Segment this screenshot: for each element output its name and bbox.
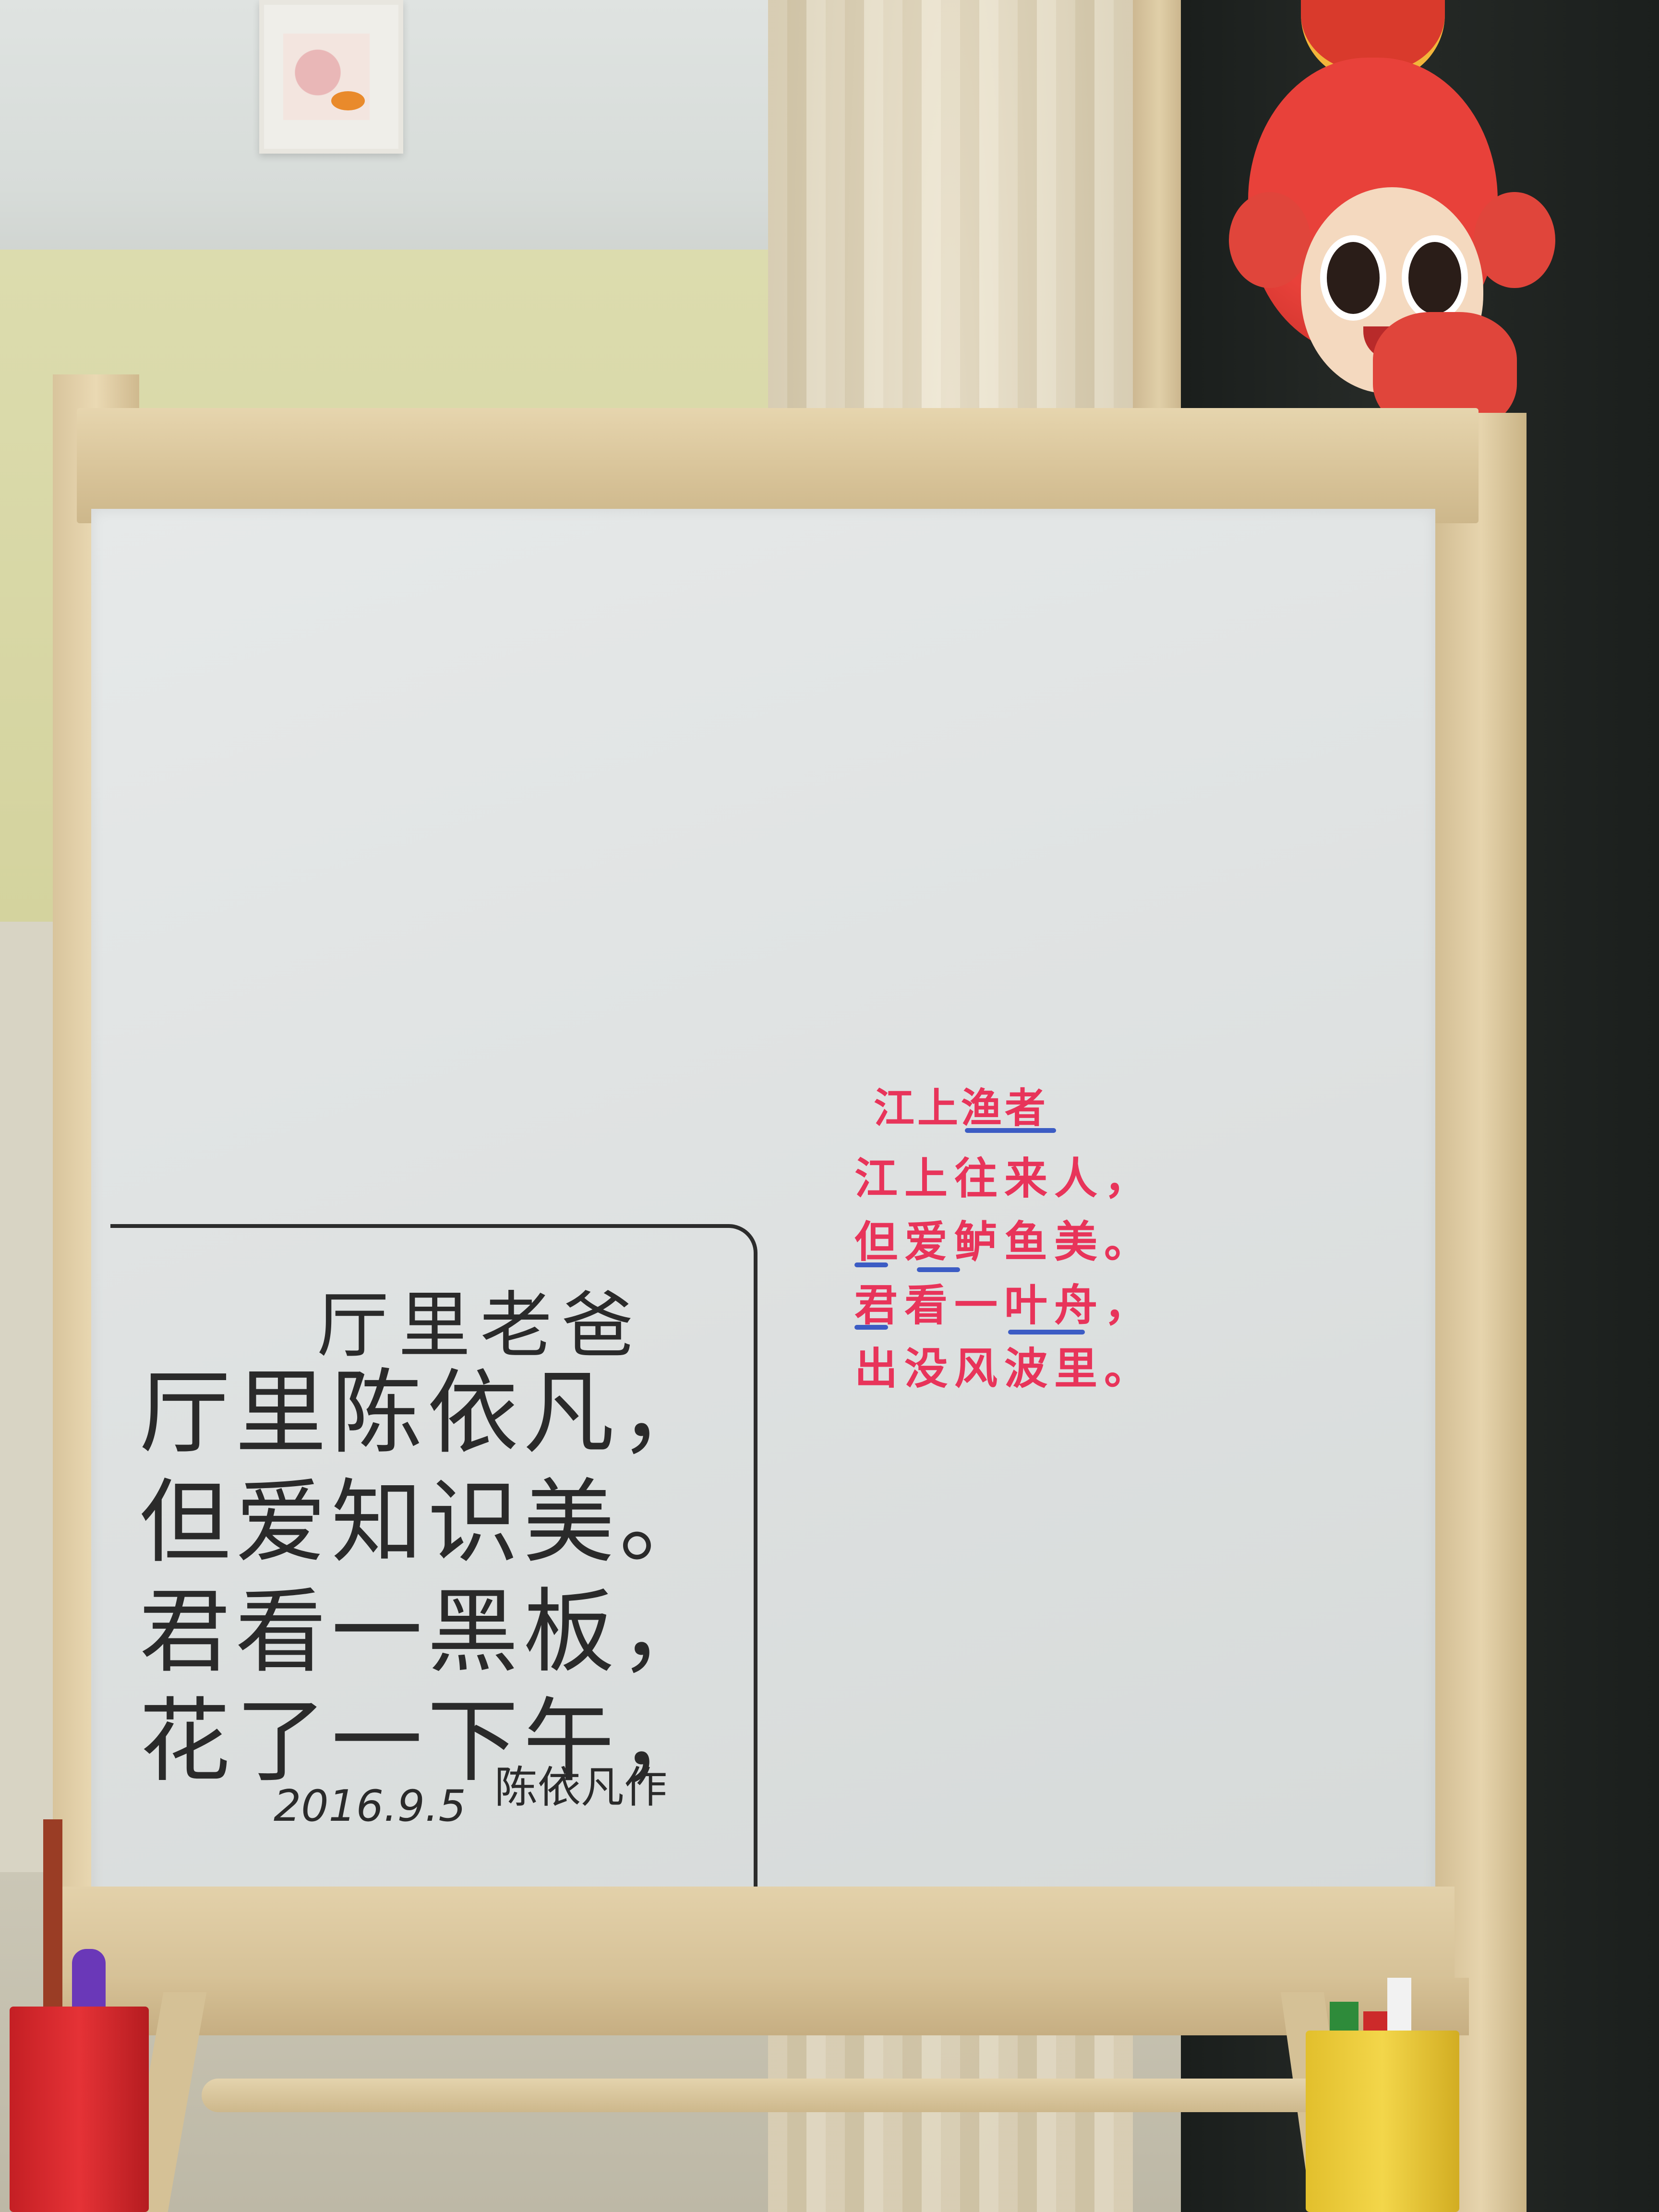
red-poem-lines: 江上往来人， 但爱鲈鱼美。 君看一叶舟， 出没风波里。: [854, 1147, 1154, 1401]
yellow-pen-cup: [1306, 2031, 1459, 2212]
easel-tray: [48, 1978, 1469, 2035]
monkey-ear-right: [1474, 192, 1555, 288]
poem-date: 2016.9.5: [274, 1781, 466, 1831]
poem-lines: 厅里陈依凡， 但爱知识美。 君看一黑板， 花了一下午，: [139, 1358, 715, 1796]
easel-top-rail: [77, 408, 1479, 523]
blue-underline-line2b: [917, 1267, 960, 1272]
poem-line: 厅里陈依凡，: [139, 1360, 716, 1466]
monkey-eye-left: [1320, 235, 1386, 321]
blue-underline-line3b: [1008, 1330, 1085, 1334]
pig-picture-icon: [283, 34, 370, 120]
red-poem-line: 君看一叶舟，: [854, 1280, 1154, 1331]
whiteboard: 厅里老爸 厅里陈依凡， 但爱知识美。 君看一黑板， 花了一下午， 陈依凡作 20…: [91, 509, 1435, 1915]
red-pen-cup: [10, 2007, 149, 2212]
poem-line: 君看一黑板，: [139, 1579, 716, 1685]
wood-post: [1133, 0, 1186, 432]
blue-underline-line2: [854, 1262, 888, 1267]
red-poem-line: 江上往来人，: [854, 1154, 1154, 1204]
poem-line: 但爱知识美。: [139, 1469, 716, 1575]
poem-author: 陈依凡作: [494, 1762, 667, 1813]
blue-underline-title: [965, 1128, 1056, 1133]
wall-picture-frame: [259, 0, 403, 154]
monkey-decoration-icon: [1229, 0, 1555, 432]
poem-line: 花了一下午，: [139, 1688, 716, 1794]
red-poem-line: 但爱鲈鱼美。: [854, 1217, 1154, 1267]
blue-underline-line3: [854, 1325, 888, 1330]
monkey-head: [1229, 58, 1555, 394]
poem-title: 厅里老爸: [317, 1284, 644, 1368]
poem-box-border: [110, 1224, 757, 1905]
red-poem-title: 江上渔者: [874, 1085, 1049, 1132]
red-poem-line: 出没风波里。: [854, 1344, 1154, 1394]
easel-crossbar: [202, 2079, 1402, 2112]
marker-pen-icon: [43, 1819, 62, 2021]
monkey-ear-left: [1229, 192, 1310, 288]
monkey-eye-right: [1402, 235, 1468, 321]
